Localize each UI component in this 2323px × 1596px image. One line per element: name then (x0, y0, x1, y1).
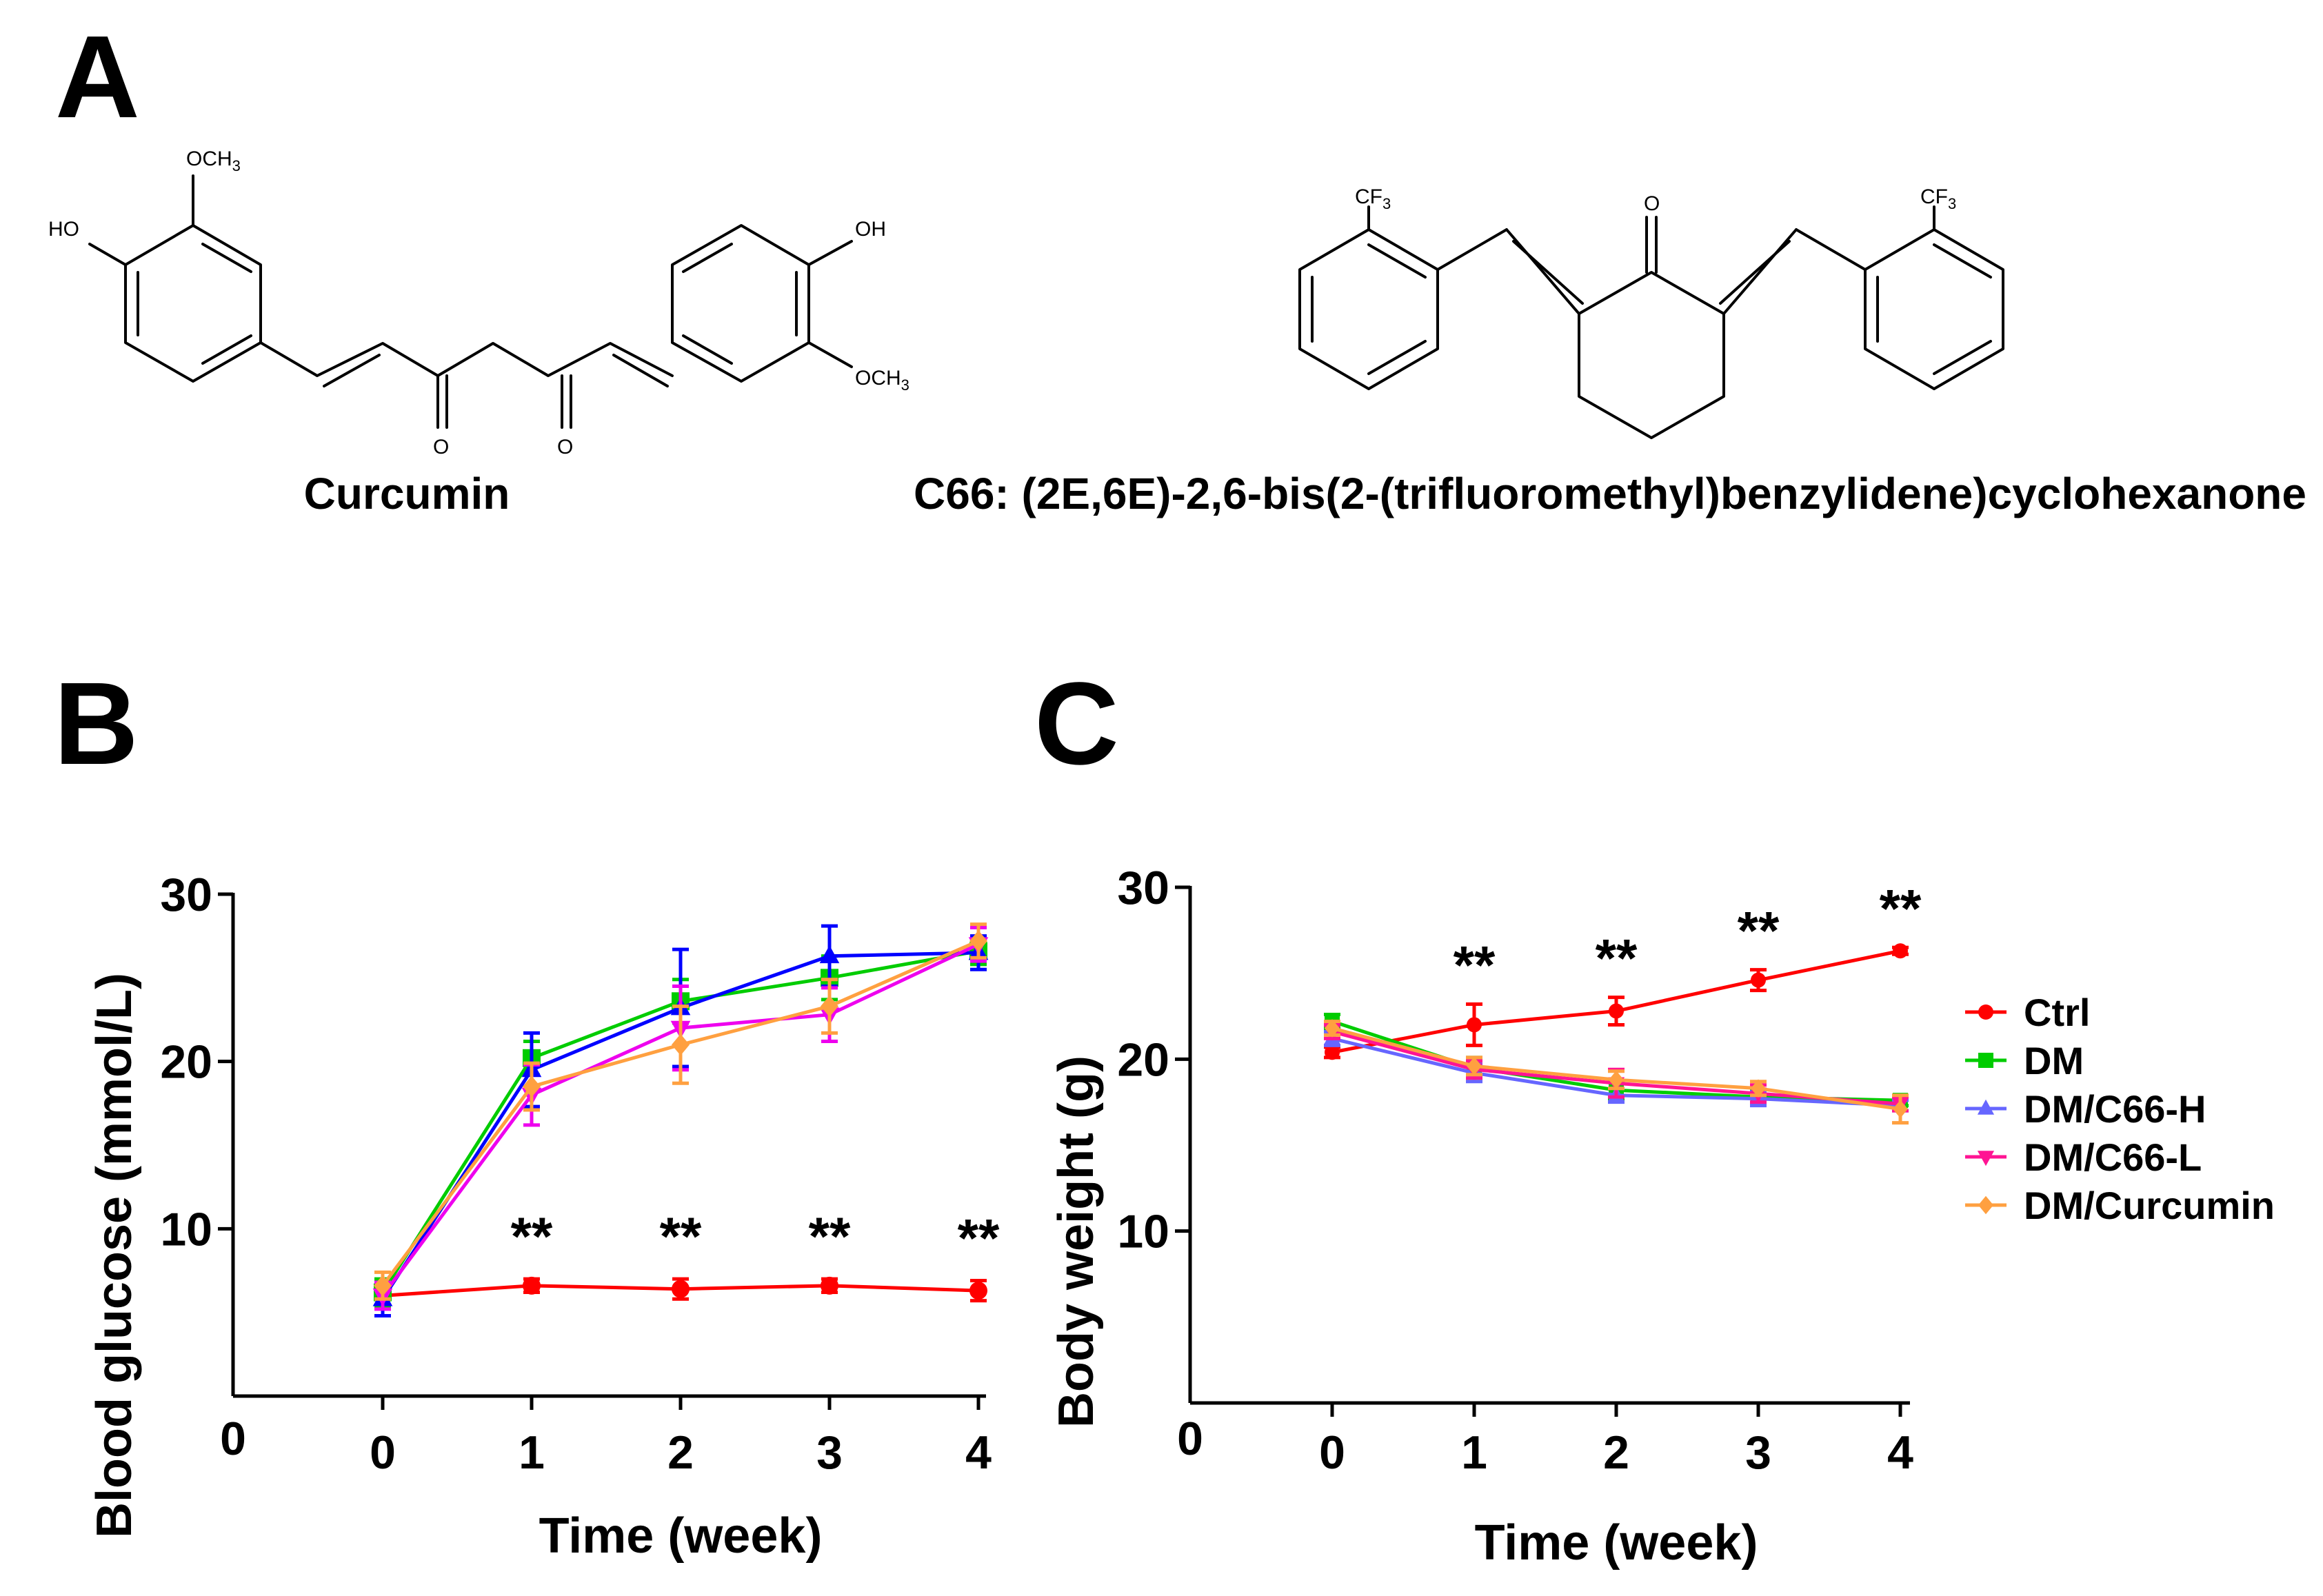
panel-a-letter: A (55, 12, 140, 143)
x-tick-label: 1 (1461, 1426, 1487, 1479)
curcumin-oh-label: OH (855, 218, 886, 241)
x-tick-label: 2 (1603, 1426, 1629, 1479)
data-point (1609, 1003, 1624, 1019)
data-point (1467, 1057, 1482, 1075)
data-point (672, 1280, 690, 1298)
chart-body-weight: 10 20 30 0 0 1 2 3 4 Time (week) Body weight (g) **… (1049, 862, 1922, 1570)
significance-annotation: ** (809, 1206, 851, 1266)
x-tick-label: 3 (816, 1426, 843, 1479)
legend-item-dm-c66-l: DM/C66-L (1965, 1135, 2202, 1179)
series-dm-curcumin (374, 922, 987, 1301)
curcumin-name: Curcumin (304, 469, 510, 518)
x-tick-label: 0 (370, 1426, 396, 1479)
data-point (821, 995, 838, 1018)
legend-label: DM (2024, 1039, 2084, 1082)
y-tick-label: 10 (1117, 1206, 1169, 1258)
significance-annotation: ** (1880, 878, 1922, 938)
x-tick-label: 4 (965, 1426, 992, 1479)
x-axis-title: Time (week) (539, 1508, 823, 1564)
significance-annotation: ** (1738, 900, 1780, 961)
series-dm-curcumin (1324, 1019, 1909, 1125)
c66-cf3-right: CF3 (1920, 185, 1956, 212)
legend-label: Ctrl (2024, 991, 2090, 1034)
data-point (1751, 972, 1766, 988)
significance-annotation: ** (958, 1208, 1000, 1269)
curcumin-ho-label: HO (48, 218, 79, 241)
data-point (819, 945, 840, 964)
legend: Ctrl DM DM/C66-HDM/C66-L DM/Curcumin (1965, 991, 2275, 1227)
legend-item-dm-curcumin: DM/Curcumin (1965, 1184, 2275, 1227)
c66-structure (1298, 205, 2004, 439)
significance-annotation: ** (511, 1206, 553, 1266)
panel-b-letter: B (54, 658, 139, 789)
data-point (1325, 1019, 1340, 1038)
origin-label: 0 (1177, 1413, 1203, 1465)
curcumin-structure (88, 174, 853, 429)
curcumin-o1-label: O (433, 436, 449, 458)
data-point (523, 1075, 541, 1098)
legend-item-dm: DM (1965, 1039, 2084, 1082)
significance-annotation: ** (1454, 935, 1496, 996)
chart-blood-glucose: 10 20 30 0 0 1 2 3 4 Time (week) Blood glucose (mm… (87, 869, 1000, 1564)
data-point (672, 1033, 690, 1055)
data-point (1893, 1100, 1908, 1118)
data-point (1893, 943, 1908, 959)
curcumin-och3-right: OCH3 (855, 367, 909, 394)
x-axis-title: Time (week) (1475, 1515, 1758, 1570)
legend-marker (1978, 1004, 1993, 1020)
y-axis-title: Body weight (g) (1049, 1055, 1104, 1428)
legend-label: DM/Curcumin (2024, 1184, 2275, 1227)
data-point (1751, 1079, 1766, 1098)
curcumin-o2-label: O (557, 436, 573, 458)
legend-item-ctrl: Ctrl (1965, 991, 2090, 1034)
x-tick-label: 2 (667, 1426, 694, 1479)
x-tick-label: 0 (1319, 1426, 1345, 1479)
data-point (969, 930, 987, 952)
c66-name: C66: (2E,6E)-2,6-bis(2-(trifluoromethyl)… (914, 469, 2306, 518)
y-tick-label: 30 (160, 869, 212, 921)
c66-o-label: O (1644, 192, 1660, 215)
legend-label: DM/C66-H (2024, 1087, 2206, 1131)
legend-item-dm-c66-h: DM/C66-H (1965, 1087, 2206, 1131)
series-ctrl (1324, 943, 1909, 1060)
x-tick-label: 1 (519, 1426, 545, 1479)
legend-marker (1978, 1053, 1993, 1068)
x-tick-label: 4 (1887, 1426, 1913, 1479)
data-point (523, 1276, 541, 1295)
curcumin-och3-top: OCH3 (186, 148, 241, 174)
x-tick-label: 3 (1745, 1426, 1771, 1479)
panel-c-letter: C (1034, 658, 1119, 789)
legend-label: DM/C66-L (2024, 1135, 2202, 1179)
data-point (821, 1276, 838, 1295)
legend-marker (1977, 1099, 1995, 1115)
legend-marker (1978, 1195, 1993, 1215)
data-point (969, 1282, 987, 1300)
y-tick-label: 20 (1117, 1033, 1169, 1086)
origin-label: 0 (220, 1413, 246, 1465)
legend-marker (1977, 1151, 1995, 1166)
y-tick-label: 30 (1117, 862, 1169, 914)
y-axis-title: Blood glucose (mmol/L) (87, 973, 142, 1538)
data-point (1325, 1044, 1340, 1060)
y-tick-label: 20 (160, 1036, 212, 1089)
data-point (374, 1275, 392, 1297)
data-point (1467, 1017, 1482, 1033)
series-ctrl (374, 1276, 987, 1308)
data-point (1609, 1071, 1624, 1089)
significance-annotation: ** (1596, 928, 1638, 989)
c66-cf3-left: CF3 (1355, 185, 1391, 212)
y-tick-label: 10 (160, 1203, 212, 1255)
significance-annotation: ** (660, 1206, 702, 1266)
